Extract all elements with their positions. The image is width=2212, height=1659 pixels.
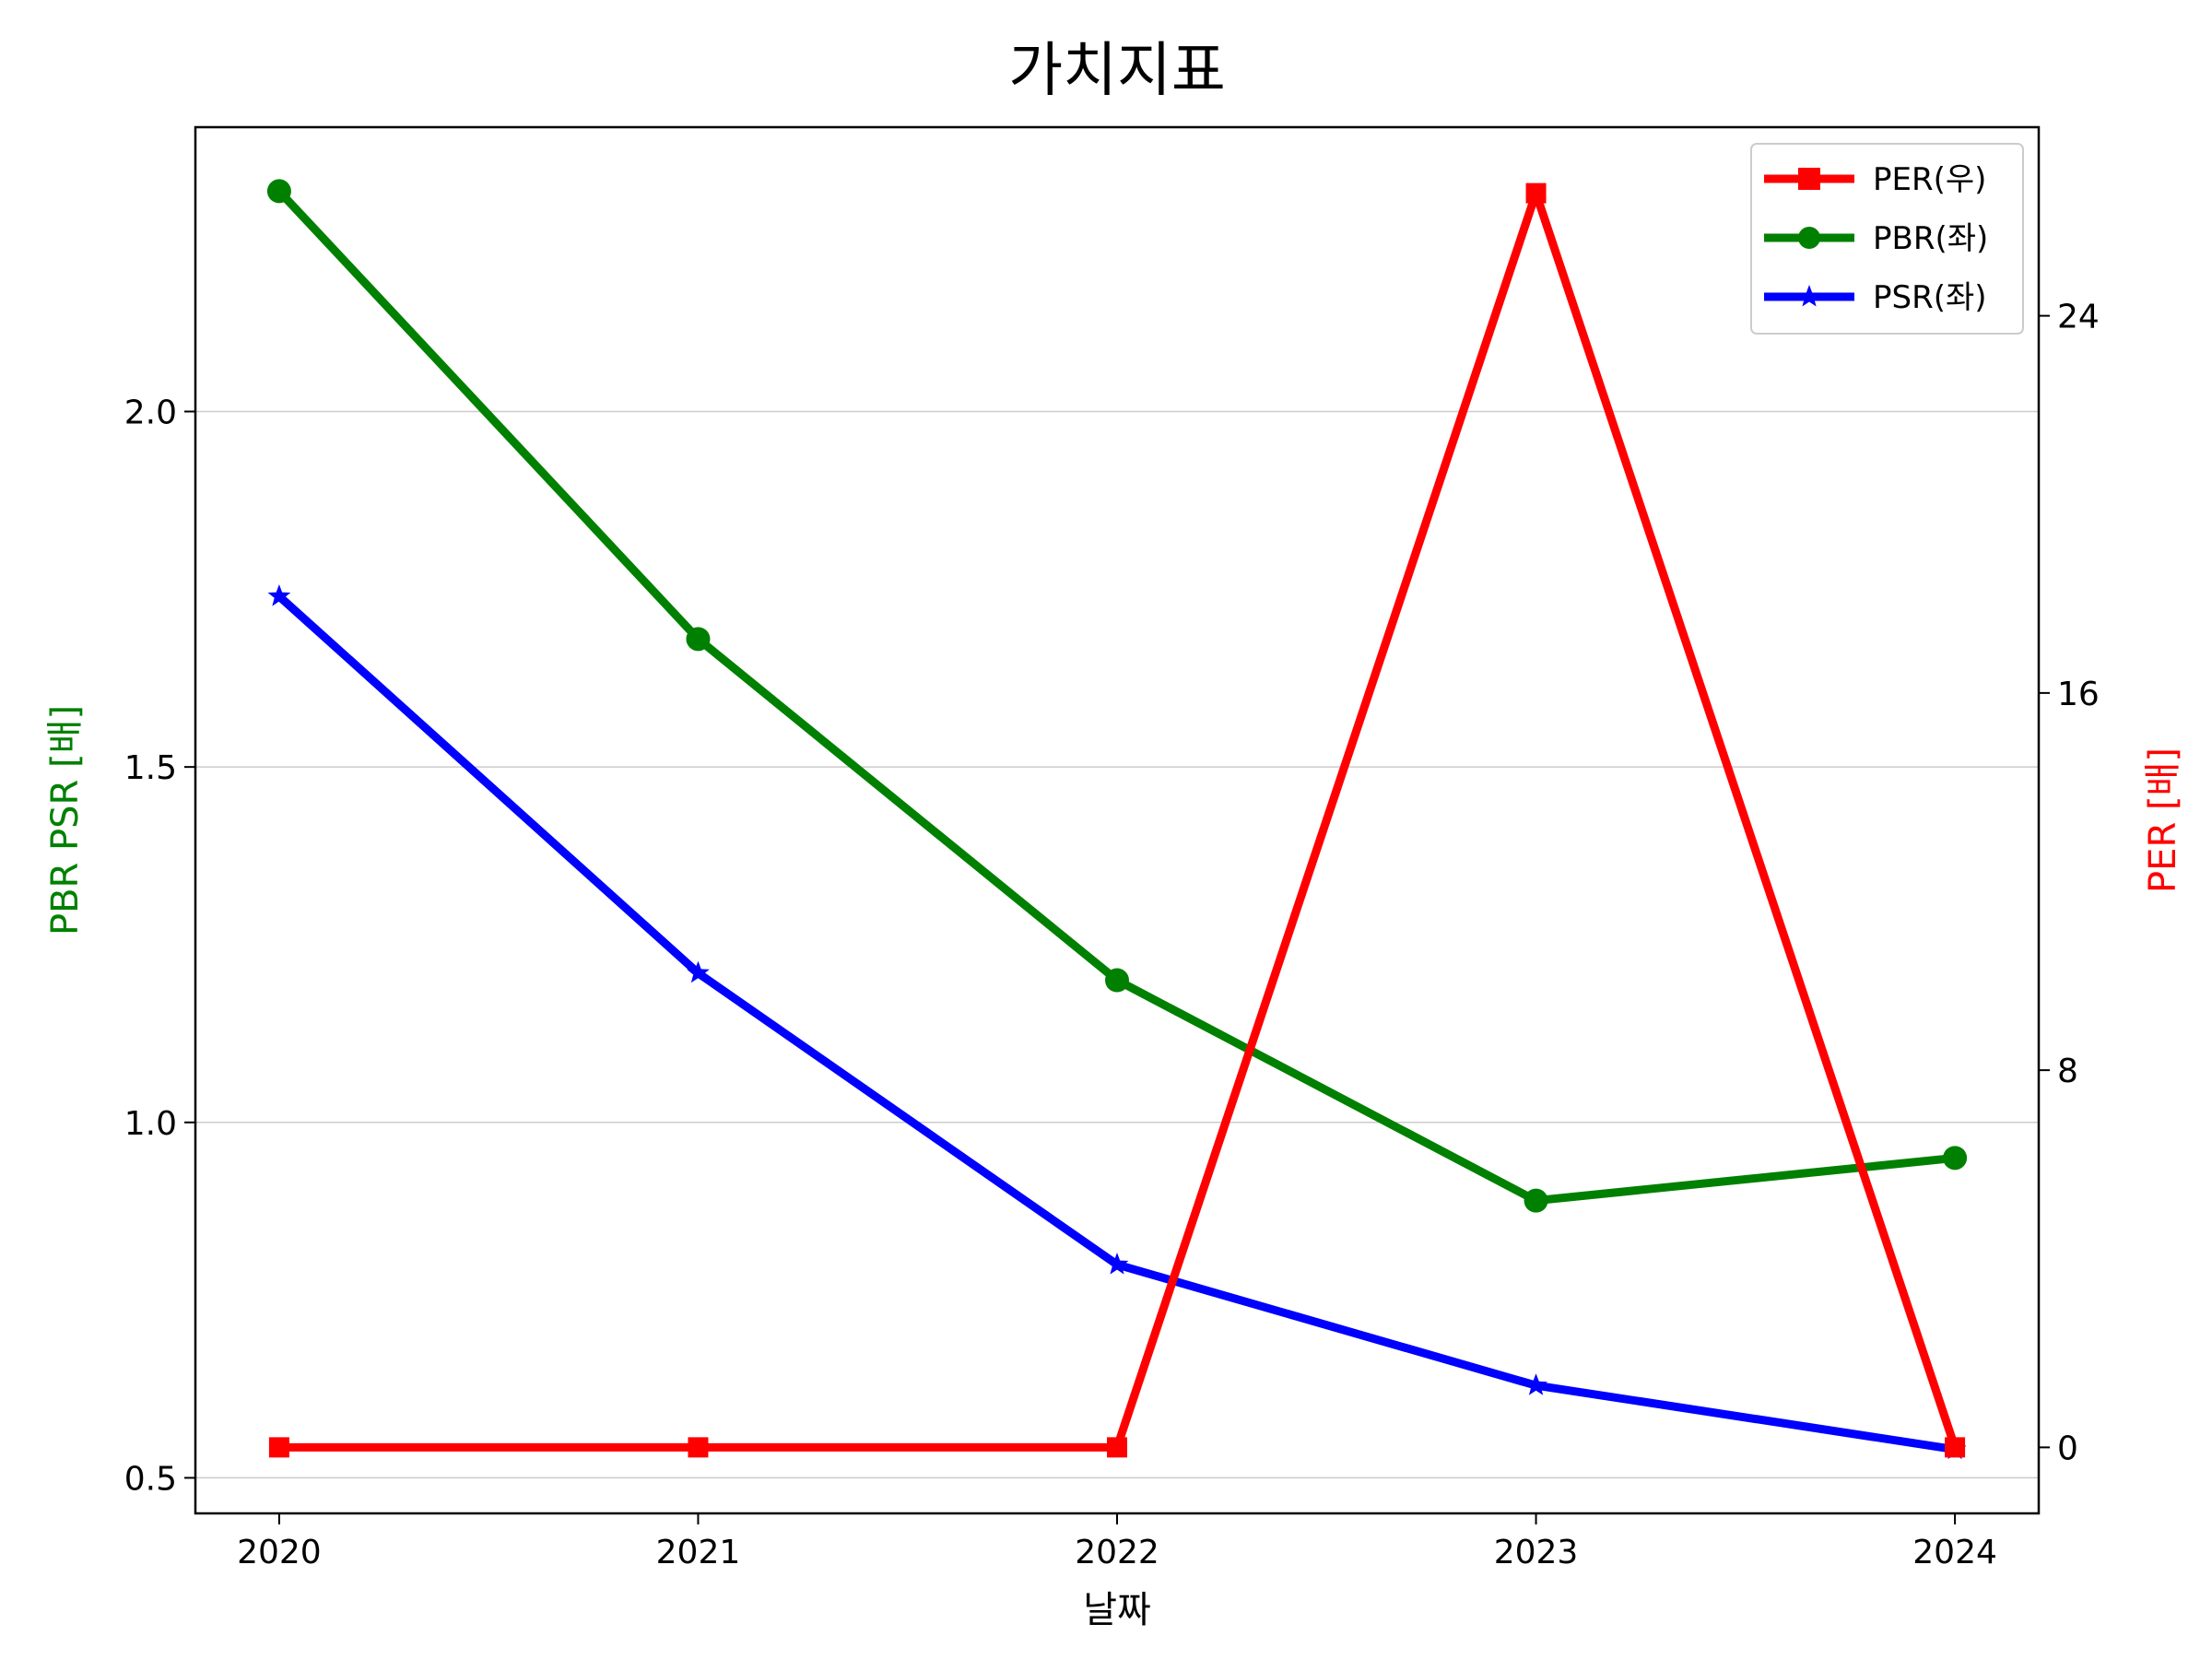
x-tick-label: 2023 — [1494, 1534, 1579, 1571]
square-marker — [1525, 182, 1547, 204]
legend-item: PBR(좌) — [1764, 220, 1988, 257]
legend-box — [1750, 143, 2024, 335]
legend-label: PSR(좌) — [1873, 279, 1987, 316]
right-y-tick-label: 0 — [2057, 1430, 2078, 1467]
x-axis: 2020 2021 2022 2023 2024 — [237, 1513, 1997, 1571]
square-marker — [1945, 1437, 1966, 1458]
star-marker — [267, 584, 291, 606]
legend-label: PER(우) — [1873, 161, 1986, 198]
right-y-tick-label: 24 — [2057, 299, 2100, 336]
right-y-tick-label: 16 — [2057, 676, 2100, 713]
legend-item: PER(우) — [1764, 161, 1986, 198]
star-marker — [1797, 285, 1821, 307]
left-y-axis: 0.5 1.0 1.5 2.0 — [124, 394, 195, 1498]
chart-title: 가치지표 — [1008, 37, 1226, 105]
series-right-square — [268, 182, 1966, 1458]
left-y-tick-label: 0.5 — [124, 1460, 177, 1498]
star-marker — [687, 960, 710, 983]
circle-marker — [266, 179, 291, 204]
x-axis-label: 날짜 — [1083, 1589, 1151, 1631]
legend-item: PSR(좌) — [1764, 279, 1987, 316]
right-y-axis: 0 8 16 24 — [2039, 299, 2100, 1467]
circle-marker — [1105, 968, 1129, 993]
square-marker — [1798, 168, 1820, 190]
x-tick-label: 2020 — [237, 1534, 322, 1571]
circle-marker — [1524, 1188, 1548, 1213]
square-marker — [268, 1437, 289, 1458]
x-tick-label: 2021 — [656, 1534, 741, 1571]
x-tick-label: 2022 — [1075, 1534, 1159, 1571]
circle-marker — [1943, 1146, 1968, 1171]
star-marker — [1105, 1253, 1129, 1275]
right-y-axis-label: PER [배] — [2142, 747, 2184, 893]
left-y-axis-label: PBR PSR [배] — [44, 705, 87, 935]
square-marker — [688, 1437, 709, 1458]
left-y-tick-label: 1.5 — [124, 749, 177, 787]
series-left-circle — [266, 179, 1968, 1213]
star-marker — [1524, 1373, 1547, 1395]
circle-marker — [686, 627, 711, 652]
x-tick-label: 2024 — [1912, 1534, 1997, 1571]
circle-marker — [1798, 227, 1820, 249]
right-y-tick-label: 8 — [2057, 1053, 2078, 1090]
plot-series — [266, 179, 1968, 1460]
square-marker — [1107, 1437, 1127, 1458]
left-y-tick-label: 2.0 — [124, 394, 177, 432]
left-y-tick-label: 1.0 — [124, 1105, 177, 1143]
legend-label: PBR(좌) — [1873, 220, 1988, 257]
legend: PER(우) PBR(좌) PSR(좌) — [1750, 143, 2024, 335]
